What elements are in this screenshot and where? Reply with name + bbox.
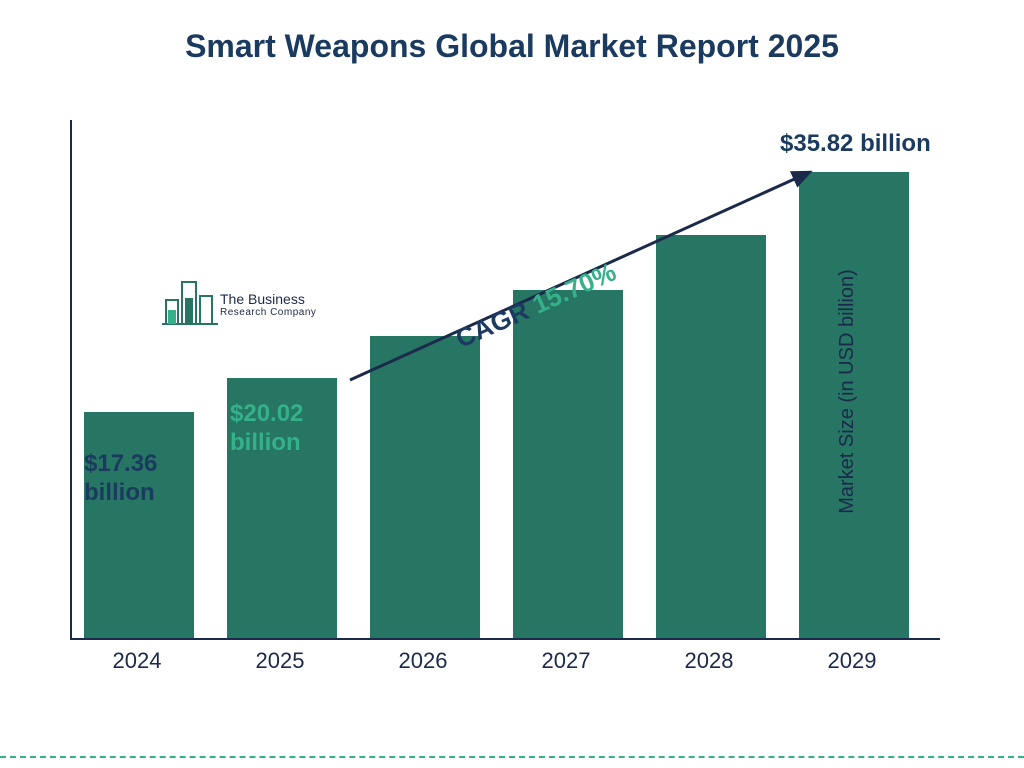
y-axis-label: Market Size (in USD billion) [836,269,859,514]
x-tick-label: 2028 [654,648,764,674]
bar-value-label: $17.36billion [84,450,224,508]
bottom-dashed-border [0,756,1024,758]
bar-2027 [513,290,623,638]
bar-plot [70,120,940,640]
chart-title: Smart Weapons Global Market Report 2025 [0,0,1024,65]
bar-2024 [84,412,194,638]
bar-2026 [370,336,480,638]
bar-2028 [656,235,766,638]
x-tick-label: 2026 [368,648,478,674]
x-tick-label: 2029 [797,648,907,674]
x-tick-label: 2024 [82,648,192,674]
bar-value-label: $20.02billion [230,400,370,458]
chart-area: The Business Research Company CAGR 15.70… [70,120,940,680]
bar-value-label: $35.82 billion [780,130,931,159]
x-tick-label: 2027 [511,648,621,674]
x-tick-label: 2025 [225,648,335,674]
